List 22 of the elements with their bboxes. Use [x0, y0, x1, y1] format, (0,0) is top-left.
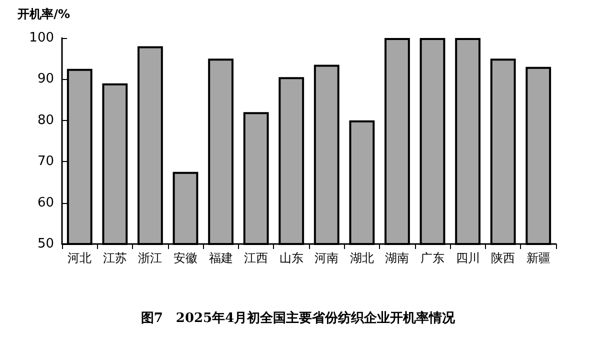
x-tick-label: 河北 — [68, 251, 92, 265]
x-tick-label: 河南 — [314, 251, 339, 265]
y-tick-label: 100 — [29, 30, 54, 46]
x-tick-label: 江苏 — [102, 251, 127, 265]
y-tick-label: 60 — [37, 195, 54, 210]
x-tick-label: 福建 — [208, 251, 233, 265]
x-tick-label: 湖南 — [385, 251, 410, 265]
y-tick-label: 90 — [37, 72, 54, 87]
x-tick-label: 新疆 — [526, 251, 550, 265]
x-tick-label: 四川 — [456, 251, 480, 265]
x-tick-label: 湖北 — [350, 251, 374, 265]
y-tick-label: 80 — [37, 112, 54, 128]
y-axis-title: 开机率/% — [16, 7, 70, 21]
y-tick-label: 50 — [37, 236, 54, 252]
text: 图7 2025年4月初全国主要省份纺织企业开机率情况 — [140, 310, 456, 326]
x-tick-label: 陕西 — [491, 251, 516, 265]
x-tick-label: 山东 — [279, 251, 304, 265]
y-tick-label: 70 — [37, 154, 54, 170]
x-tick-label: 浙江 — [138, 251, 162, 265]
x-tick-label: 安徽 — [174, 251, 198, 265]
x-tick-label: 江西 — [244, 251, 268, 265]
x-tick-label: 广东 — [420, 251, 444, 265]
